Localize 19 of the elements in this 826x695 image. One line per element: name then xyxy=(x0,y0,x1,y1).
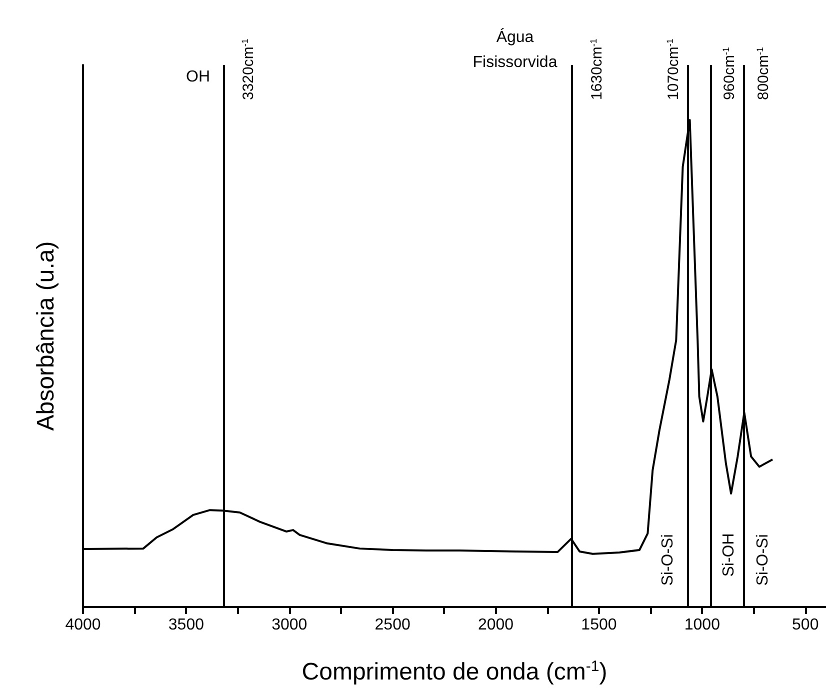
x-tick-label: 2000 xyxy=(478,616,514,634)
x-tick-label: 1000 xyxy=(684,616,720,634)
annotation: Si-O-Si xyxy=(754,534,772,586)
ref-line-label: 1070cm-1 xyxy=(665,38,682,100)
x-tick-label: 3500 xyxy=(168,616,204,634)
x-tick-label: 3000 xyxy=(272,616,308,634)
ref-line-label: 800cm-1 xyxy=(754,46,772,100)
annotation: Si-O-Si xyxy=(660,534,676,586)
ref-line-label: 1630cm-1 xyxy=(588,38,606,100)
ref-line-label: 3320cm-1 xyxy=(240,38,257,100)
x-tick-label: 4000 xyxy=(65,616,101,634)
x-tick-label: 1500 xyxy=(581,616,617,634)
x-tick-label: 500 xyxy=(792,616,819,634)
text: OH xyxy=(186,68,210,86)
y-axis-title: Absorbância (u.a) xyxy=(32,241,60,431)
text: Água Fisissorvida xyxy=(472,28,558,71)
ref-line-label: 960cm-1 xyxy=(720,46,738,100)
x-tick-label: 2500 xyxy=(374,616,410,634)
annotation: Si-OH xyxy=(720,533,738,577)
